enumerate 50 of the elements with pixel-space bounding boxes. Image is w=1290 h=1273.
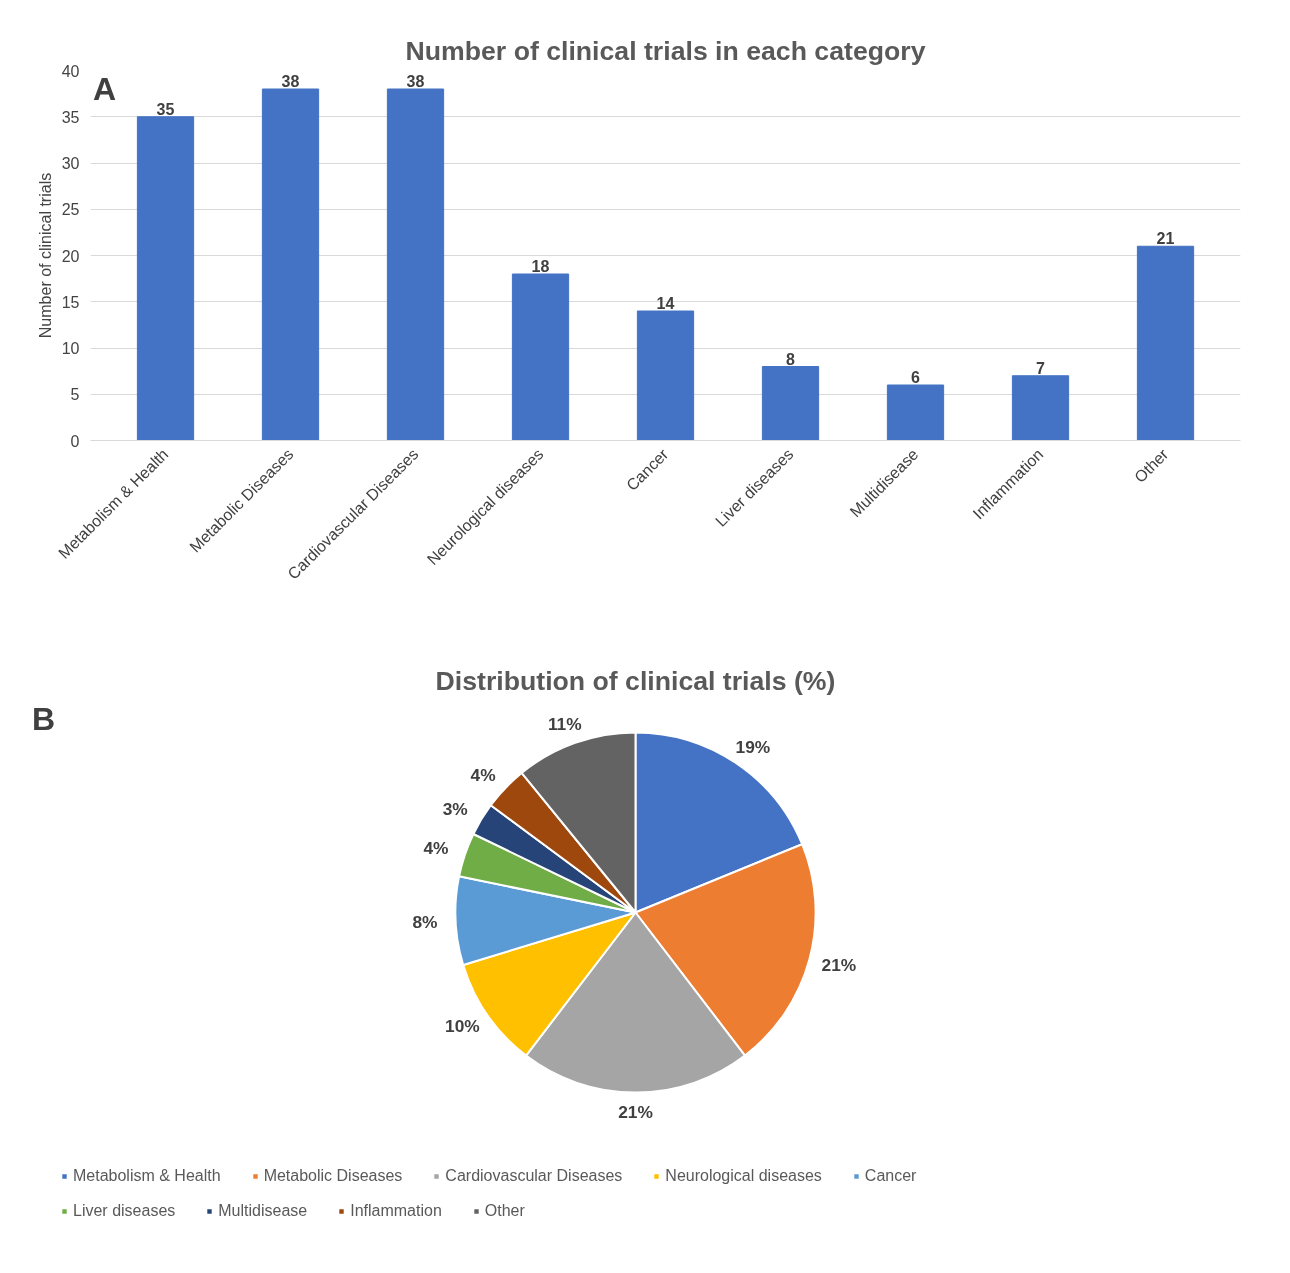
bar [511, 273, 570, 441]
legend-label: Cardiovascular Diseases [445, 1167, 623, 1185]
y-tick-label: 15 [61, 293, 80, 311]
data-label: 35 [156, 100, 175, 118]
legend-label: Cancer [864, 1167, 917, 1185]
y-tick-label: 35 [61, 108, 80, 126]
data-label: 8 [786, 350, 796, 368]
data-label: 19% [735, 736, 771, 757]
data-label: 7 [1036, 359, 1046, 377]
bar [136, 116, 195, 441]
y-tick-label: 30 [61, 155, 80, 172]
bar [636, 310, 695, 441]
y-tick-label: 40 [61, 62, 80, 80]
legend-label: Metabolism & Health [73, 1167, 221, 1185]
bar [386, 88, 445, 441]
y-tick-label: 20 [61, 247, 80, 265]
data-label: 4% [470, 764, 496, 785]
data-label: 3% [442, 799, 468, 820]
y-tick-label: 5 [70, 386, 80, 404]
data-label: 14 [656, 295, 675, 312]
bar [886, 384, 945, 441]
data-label: 8% [412, 911, 438, 932]
annotation: A [93, 70, 117, 107]
data-label: 21% [618, 1102, 653, 1123]
legend-label: Neurological diseases [665, 1167, 822, 1185]
legend-label: Metabolic Diseases [263, 1167, 403, 1185]
legend-label: Inflammation [350, 1202, 442, 1220]
data-label: 21% [821, 954, 857, 975]
data-label: 6 [911, 369, 921, 386]
data-label: 11% [547, 714, 582, 735]
data-label: 38 [406, 73, 425, 90]
y-tick-label: 10 [61, 340, 80, 357]
data-label: 18 [531, 258, 550, 275]
data-label: 10% [445, 1016, 480, 1037]
y-tick-label: 25 [61, 201, 80, 219]
chart-title: Number of clinical trials in each category [405, 35, 926, 66]
data-label: 38 [281, 73, 300, 90]
chart-title: Distribution of clinical trials (%) [435, 665, 836, 696]
legend-label: Other [484, 1202, 525, 1220]
bar [1136, 245, 1195, 441]
bar [261, 88, 320, 441]
bar [1011, 375, 1070, 441]
legend-label: Multidisease [218, 1202, 308, 1220]
data-label: 4% [423, 838, 449, 859]
data-label: 21 [1156, 230, 1175, 248]
text: B [32, 700, 56, 737]
y-axis-title: Number of clinical trials [36, 172, 54, 339]
legend-label: Liver diseases [73, 1202, 176, 1220]
y-tick-label: 0 [70, 432, 80, 450]
bar [761, 366, 820, 441]
